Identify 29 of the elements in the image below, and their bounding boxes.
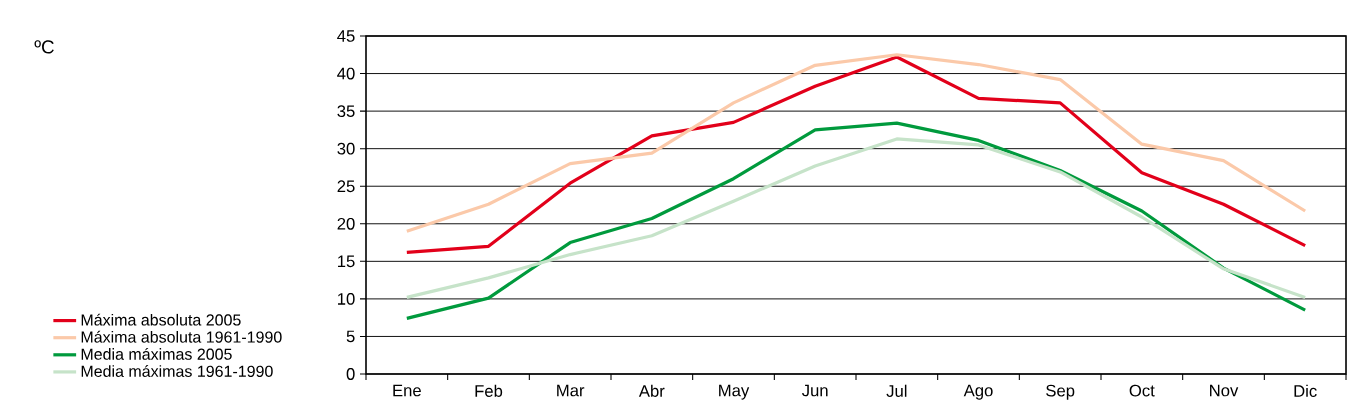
x-tick-label: Jul: [886, 384, 907, 397]
text: ºC: [34, 40, 54, 54]
y-tick-label: 35: [337, 105, 355, 118]
y-tick-label: 15: [338, 255, 355, 268]
y-tick-label: 20: [337, 217, 355, 230]
x-tick-label: Ago: [963, 384, 993, 400]
y-tick-label: 30: [337, 142, 355, 155]
x-tick-label: Jun: [801, 384, 828, 397]
line-series: [405, 137, 1307, 299]
x-tick-label: May: [719, 384, 750, 400]
x-tick-label: Nov: [1210, 384, 1239, 397]
y-tick-label: 0: [346, 368, 355, 380]
x-tick-label: Abr: [638, 384, 665, 397]
legend-label: Máxima absoluta 1961-1990: [81, 330, 282, 343]
legend-label: Media máximas 1961-1990: [81, 365, 273, 377]
y-tick-label: 45: [337, 30, 355, 42]
y-tick-label: 40: [337, 67, 355, 80]
x-tick-label: Oct: [1129, 384, 1155, 397]
y-tick-label: 25: [337, 180, 355, 193]
line-series: [405, 121, 1307, 321]
x-tick-label: Ene: [393, 384, 421, 397]
x-tick-label: Sep: [1046, 384, 1075, 400]
x-tick-label: Dic: [1294, 384, 1317, 397]
x-tick-label: Feb: [475, 384, 503, 397]
y-tick-label: 10: [338, 293, 355, 305]
x-tick-label: Mar: [557, 384, 585, 397]
y-tick-label: 5: [346, 330, 355, 343]
legend-label: Media máximas 2005: [81, 347, 232, 360]
legend-label: Máxima absoluta 2005: [81, 313, 241, 326]
